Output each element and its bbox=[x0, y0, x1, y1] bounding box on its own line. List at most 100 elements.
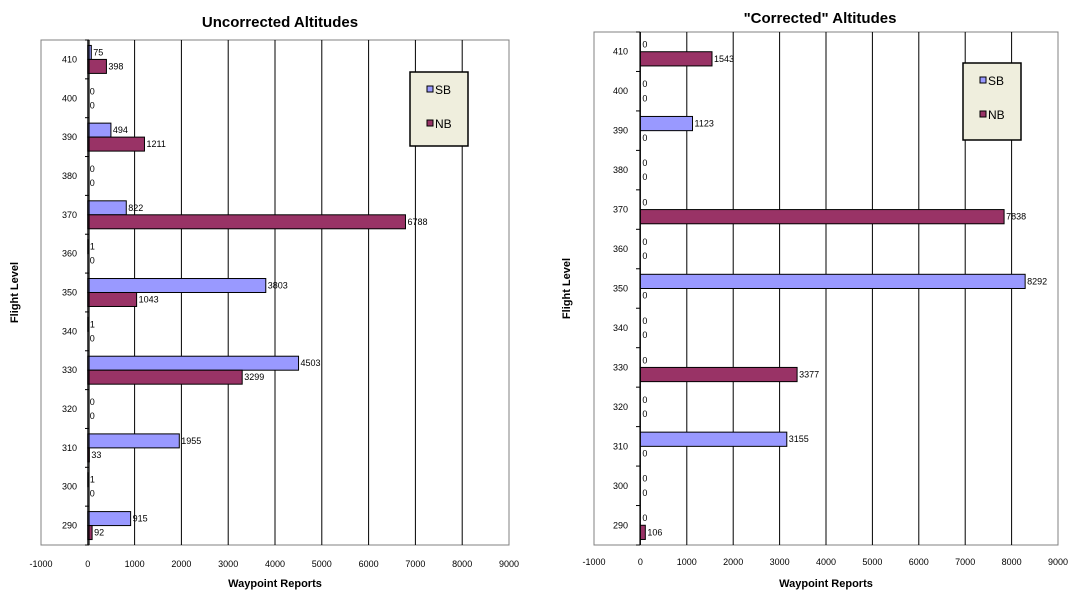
legend-swatch-sb bbox=[426, 85, 434, 93]
legend-box bbox=[409, 71, 469, 147]
y-tick-label: 320 bbox=[613, 402, 628, 412]
x-tick-label: -1000 bbox=[582, 557, 605, 567]
legend-label-sb: SB bbox=[988, 74, 1004, 88]
y-tick-label: 360 bbox=[62, 249, 77, 259]
data-label: 3377 bbox=[799, 370, 819, 380]
bar-nb bbox=[87, 369, 243, 385]
data-label: 1211 bbox=[146, 139, 165, 149]
data-label: 6788 bbox=[407, 217, 427, 227]
y-tick-label: 410 bbox=[62, 54, 77, 64]
data-label: 0 bbox=[90, 100, 95, 110]
data-label: 0 bbox=[642, 395, 647, 405]
data-label: 7838 bbox=[1006, 212, 1026, 222]
chart-title: Uncorrected Altitudes bbox=[202, 14, 358, 31]
bar-nb bbox=[639, 366, 798, 383]
y-tick-label: 330 bbox=[62, 365, 77, 375]
data-label: 0 bbox=[642, 93, 647, 103]
chart-1: 7539841000400494121139000380822678837010… bbox=[9, 14, 519, 590]
data-label: 106 bbox=[647, 527, 662, 537]
legend: SB NB bbox=[962, 62, 1022, 141]
bar-nb bbox=[87, 525, 93, 541]
x-tick-label: 1000 bbox=[677, 557, 697, 567]
y-tick-label: 380 bbox=[613, 165, 628, 175]
data-label: 3155 bbox=[789, 434, 809, 444]
x-tick-label: 0 bbox=[85, 559, 90, 569]
x-tick-label: -1000 bbox=[29, 559, 52, 569]
bar-sb bbox=[639, 115, 694, 132]
data-label: 0 bbox=[642, 291, 647, 301]
bar-nb bbox=[87, 58, 107, 74]
bar-sb bbox=[639, 273, 1026, 290]
y-tick-label: 330 bbox=[613, 362, 628, 372]
x-tick-label: 0 bbox=[638, 557, 643, 567]
data-label: 1 bbox=[90, 319, 95, 329]
data-label: 0 bbox=[642, 172, 647, 182]
x-tick-label: 4000 bbox=[816, 557, 836, 567]
legend-swatch-nb bbox=[979, 110, 987, 118]
data-label: 92 bbox=[94, 528, 104, 538]
x-axis-label: Waypoint Reports bbox=[779, 578, 873, 590]
bar-nb bbox=[87, 214, 406, 230]
data-label: 398 bbox=[108, 61, 123, 71]
bar-nb bbox=[639, 524, 646, 540]
data-label: 0 bbox=[642, 79, 647, 89]
data-label: 1543 bbox=[714, 54, 734, 64]
y-tick-label: 410 bbox=[613, 47, 628, 57]
y-tick-label: 290 bbox=[62, 521, 77, 531]
x-tick-label: 9000 bbox=[499, 559, 519, 569]
y-tick-label: 300 bbox=[613, 481, 628, 491]
x-tick-label: 6000 bbox=[909, 557, 929, 567]
data-label: 0 bbox=[642, 488, 647, 498]
y-tick-label: 320 bbox=[62, 404, 77, 414]
legend-label-nb: NB bbox=[988, 108, 1005, 122]
data-label: 0 bbox=[642, 197, 647, 207]
bar-sb bbox=[87, 200, 127, 216]
data-label: 1 bbox=[90, 475, 95, 485]
legend-label-nb: NB bbox=[435, 117, 452, 131]
legend-label-sb: SB bbox=[435, 83, 451, 97]
y-tick-label: 350 bbox=[62, 288, 77, 298]
y-tick-label: 340 bbox=[613, 323, 628, 333]
data-label: 0 bbox=[642, 40, 647, 50]
x-tick-label: 5000 bbox=[862, 557, 882, 567]
data-label: 0 bbox=[642, 316, 647, 326]
x-axis-label: Waypoint Reports bbox=[228, 578, 322, 590]
bar-nb bbox=[639, 209, 1005, 225]
data-label: 0 bbox=[90, 489, 95, 499]
x-tick-label: 8000 bbox=[1002, 557, 1022, 567]
x-tick-label: 2000 bbox=[723, 557, 743, 567]
y-tick-label: 310 bbox=[613, 441, 628, 451]
data-label: 3803 bbox=[268, 281, 288, 291]
data-label: 0 bbox=[642, 355, 647, 365]
data-label: 0 bbox=[90, 86, 95, 96]
x-tick-label: 3000 bbox=[770, 557, 790, 567]
data-label: 1123 bbox=[695, 119, 714, 129]
x-tick-label: 8000 bbox=[452, 559, 472, 569]
chart-title: "Corrected" Altitudes bbox=[744, 10, 897, 27]
y-tick-label: 310 bbox=[62, 443, 77, 453]
data-label: 0 bbox=[90, 178, 95, 188]
y-tick-label: 390 bbox=[62, 132, 77, 142]
y-tick-label: 390 bbox=[613, 126, 628, 136]
x-tick-label: 1000 bbox=[125, 559, 145, 569]
x-tick-label: 2000 bbox=[171, 559, 191, 569]
y-tick-label: 400 bbox=[62, 93, 77, 103]
y-tick-label: 400 bbox=[613, 86, 628, 96]
y-tick-label: 340 bbox=[62, 326, 77, 336]
y-tick-label: 360 bbox=[613, 244, 628, 254]
x-tick-label: 5000 bbox=[312, 559, 332, 569]
y-tick-label: 350 bbox=[613, 284, 628, 294]
data-label: 0 bbox=[90, 411, 95, 421]
data-label: 822 bbox=[128, 203, 143, 213]
data-label: 0 bbox=[642, 474, 647, 484]
bar-nb bbox=[87, 292, 138, 307]
bar-sb bbox=[87, 433, 180, 449]
bar-sb bbox=[639, 431, 788, 447]
x-tick-label: 4000 bbox=[265, 559, 285, 569]
x-tick-label: 9000 bbox=[1048, 557, 1068, 567]
data-label: 0 bbox=[90, 164, 95, 174]
bar-nb bbox=[87, 136, 145, 152]
legend-box bbox=[962, 62, 1022, 141]
data-label: 0 bbox=[90, 256, 95, 266]
data-label: 3299 bbox=[244, 372, 264, 382]
